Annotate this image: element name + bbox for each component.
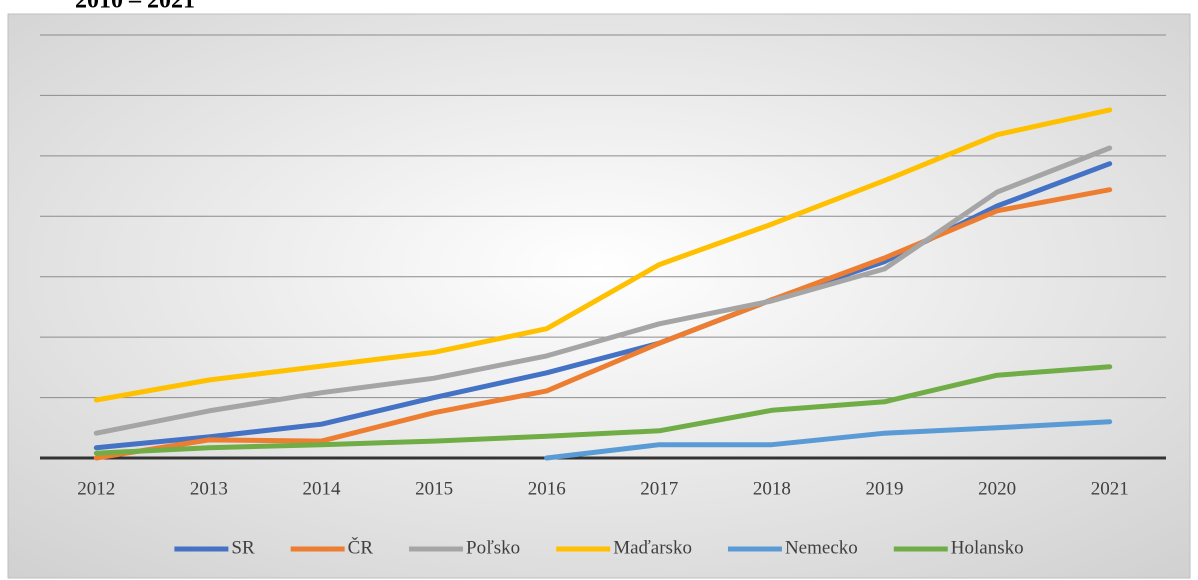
x-tick-label: 2021 <box>1091 478 1129 499</box>
x-tick-label: 2019 <box>866 478 904 499</box>
legend-label: Maďarsko <box>613 537 692 558</box>
series-line <box>93 145 1113 436</box>
x-tick-label: 2015 <box>415 478 453 499</box>
chart-title: 2010 – 2021 <box>75 0 195 14</box>
x-tick-label: 2017 <box>640 478 678 499</box>
x-tick-label: 2012 <box>77 478 115 499</box>
x-tick-label: 2020 <box>978 478 1016 499</box>
series-line <box>93 107 1113 403</box>
series-line <box>93 187 1113 461</box>
series-line <box>544 419 1113 461</box>
legend-label: Nemecko <box>785 537 858 558</box>
legend-label: Holansko <box>951 537 1024 558</box>
legend-label: Poľsko <box>466 537 520 558</box>
x-tick-label: 2013 <box>190 478 228 499</box>
x-tick-label: 2018 <box>753 478 791 499</box>
series-line <box>93 364 1113 456</box>
legend-label: SR <box>231 537 255 558</box>
x-tick-label: 2016 <box>528 478 566 499</box>
x-tick-label: 2014 <box>303 478 342 499</box>
legend-label: ČR <box>348 536 374 558</box>
chart-area <box>7 13 1191 579</box>
